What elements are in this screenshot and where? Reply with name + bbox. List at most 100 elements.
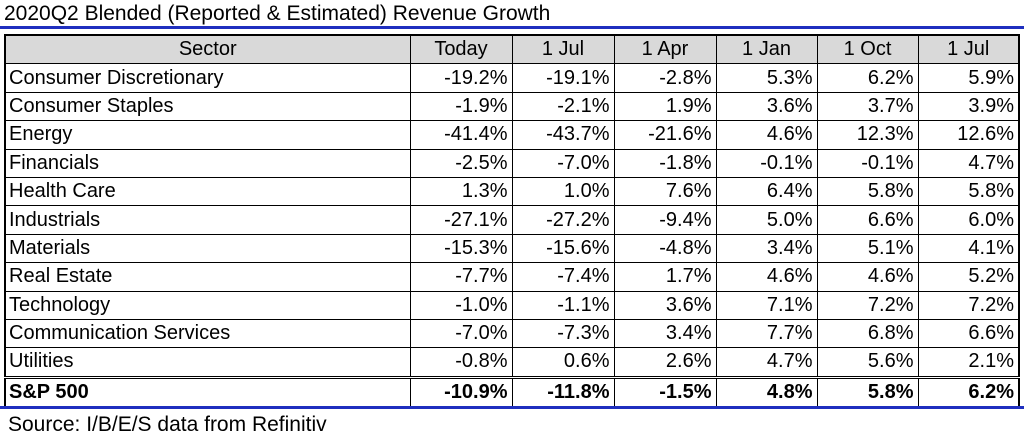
value-cell: 12.6% [917,120,1020,150]
value-cell: 5.0% [715,205,818,235]
value-cell: 5.3% [715,63,818,93]
value-cell: -0.1% [816,148,919,178]
value-cell: 3.6% [613,290,717,320]
value-cell: -1.0% [409,290,513,320]
sector-name-cell: Communication Services [4,318,411,349]
value-cell: 6.8% [816,318,919,349]
table-title: 2020Q2 Blended (Reported & Estimated) Re… [4,2,551,25]
value-cell: 7.6% [613,176,717,207]
column-header: 1 Jul [511,34,615,65]
value-cell: -7.3% [511,318,615,349]
column-header: Today [409,34,513,65]
revenue-growth-table: Sector Today 1 Jul 1 Apr 1 Jan 1 Oct 1 J… [4,34,1020,409]
value-cell: -1.9% [409,91,513,122]
value-cell: 3.6% [715,91,818,122]
value-cell: 5.8% [917,176,1020,207]
value-cell: 6.0% [917,205,1020,235]
value-cell: -19.2% [409,63,513,93]
value-cell: -1.8% [613,148,717,178]
value-cell: -2.1% [511,91,615,122]
value-cell: 1.7% [613,262,717,292]
value-cell: -1.1% [511,290,615,320]
value-cell: 4.6% [715,120,818,150]
value-cell: 3.4% [613,318,717,349]
table-row: Industrials -27.1% -27.2% -9.4% 5.0% 6.6% 6.0% [4,205,1020,235]
value-cell: 1.9% [613,91,717,122]
table-row: Energy -41.4% -43.7% -21.6% 4.6% 12.3% 12.6% [4,120,1020,150]
sector-name-cell: S&P 500 [4,375,411,408]
value-cell: -15.6% [511,233,615,264]
table-row: Financials -2.5% -7.0% -1.8% -0.1% -0.1% 4.7% [4,148,1020,178]
value-cell: -7.0% [511,148,615,178]
value-cell: -10.9% [409,375,513,408]
value-cell: 6.4% [715,176,818,207]
table-row: Communication Services -7.0% -7.3% 3.4% 7.7%… [4,318,1020,349]
value-cell: 2.1% [917,347,1020,378]
value-cell: -27.2% [511,205,615,235]
value-cell: 5.6% [816,347,919,378]
value-cell: 4.7% [917,148,1020,178]
sector-name-cell: Industrials [4,205,411,235]
value-cell: 3.9% [917,91,1020,122]
value-cell: 5.2% [917,262,1020,292]
value-cell: -11.8% [511,375,615,408]
table-row: Materials -15.3% -15.6% -4.8% 3.4% 5.1% 4.1% [4,233,1020,264]
table-row: Consumer Staples -1.9% -2.1% 1.9% 3.6% 3.7% 3.… [4,91,1020,122]
value-cell: 6.6% [917,318,1020,349]
column-header: 1 Apr [613,34,717,65]
value-cell: 6.2% [816,63,919,93]
value-cell: 4.8% [715,375,818,408]
value-cell: 7.1% [715,290,818,320]
value-cell: -41.4% [409,120,513,150]
value-cell: 1.3% [409,176,513,207]
value-cell: -7.4% [511,262,615,292]
sector-name-cell: Energy [4,120,411,150]
sector-name-cell: Materials [4,233,411,264]
column-header: 1 Jan [715,34,818,65]
value-cell: -4.8% [613,233,717,264]
value-cell: 5.8% [816,375,919,408]
table-row: Consumer Discretionary -19.2% -19.1% -2.8% 5… [4,63,1020,93]
column-header: Sector [4,34,411,65]
source-rule [0,406,1024,409]
value-cell: -7.0% [409,318,513,349]
sector-name-cell: Health Care [4,176,411,207]
value-cell: 12.3% [816,120,919,150]
header-row: Sector Today 1 Jul 1 Apr 1 Jan 1 Oct 1 J… [4,34,1020,65]
value-cell: -2.5% [409,148,513,178]
value-cell: -27.1% [409,205,513,235]
value-cell: 3.4% [715,233,818,264]
table-row: Real Estate -7.7% -7.4% 1.7% 4.6% 4.6% 5.2% [4,262,1020,292]
value-cell: 4.7% [715,347,818,378]
value-cell: 4.6% [816,262,919,292]
value-cell: 1.0% [511,176,615,207]
sector-name-cell: Consumer Staples [4,91,411,122]
value-cell: -2.8% [613,63,717,93]
value-cell: -9.4% [613,205,717,235]
value-cell: -0.1% [715,148,818,178]
value-cell: 5.1% [816,233,919,264]
value-cell: 5.8% [816,176,919,207]
title-rule [0,26,1024,29]
value-cell: 5.9% [917,63,1020,93]
value-cell: 7.2% [816,290,919,320]
value-cell: -15.3% [409,233,513,264]
value-cell: 4.1% [917,233,1020,264]
table-row: Utilities -0.8% 0.6% 2.6% 4.7% 5.6% 2.1% [4,347,1020,378]
sector-name-cell: Financials [4,148,411,178]
value-cell: -0.8% [409,347,513,378]
value-cell: -43.7% [511,120,615,150]
column-header: 1 Jul [917,34,1020,65]
sector-name-cell: Real Estate [4,262,411,292]
value-cell: 7.2% [917,290,1020,320]
total-row: S&P 500 -10.9% -11.8% -1.5% 4.8% 5.8% 6.2% [4,375,1020,408]
value-cell: 3.7% [816,91,919,122]
value-cell: 2.6% [613,347,717,378]
value-cell: 6.6% [816,205,919,235]
table-row: Technology -1.0% -1.1% 3.6% 7.1% 7.2% 7.2% [4,290,1020,320]
value-cell: -7.7% [409,262,513,292]
value-cell: 6.2% [917,375,1020,408]
sector-name-cell: Utilities [4,347,411,378]
table-row: Health Care 1.3% 1.0% 7.6% 6.4% 5.8% 5.8% [4,176,1020,207]
source-note: Source: I/B/E/S data from Refinitiv [8,413,327,436]
